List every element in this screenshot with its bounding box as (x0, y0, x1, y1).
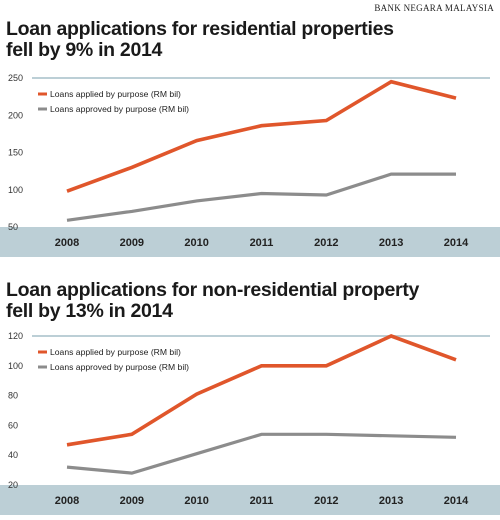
x-tick-label: 2009 (120, 495, 144, 507)
y-tick-label: 60 (8, 420, 18, 430)
x-tick-label: 2010 (184, 495, 208, 507)
chart-title: Loan applications for non-residential pr… (6, 280, 486, 322)
chart-title-line-2: fell by 13% in 2014 (6, 301, 486, 322)
x-tick-label: 2008 (55, 495, 79, 507)
x-tick-label: 2012 (314, 495, 338, 507)
legend-label: Loans approved by purpose (RM bil) (50, 362, 189, 372)
y-tick-label: 40 (8, 450, 18, 460)
legend-label: Loans applied by purpose (RM bil) (50, 347, 181, 357)
non-residential-line-chart: 20 40 60 80 100 120 2008 2009 2010 2011 2012 2013 20… (0, 330, 500, 520)
x-tick-label: 2011 (250, 495, 274, 507)
y-tick-label: 120 (8, 331, 23, 341)
x-tick-label: 2013 (379, 495, 403, 507)
y-tick-label: 100 (8, 361, 23, 371)
series-line-approved (67, 434, 456, 473)
y-tick-label: 20 (8, 480, 18, 490)
y-tick-label: 80 (8, 391, 18, 401)
x-tick-label: 2014 (444, 495, 469, 507)
chart-title-line-1: Loan applications for non-residential pr… (6, 280, 486, 301)
